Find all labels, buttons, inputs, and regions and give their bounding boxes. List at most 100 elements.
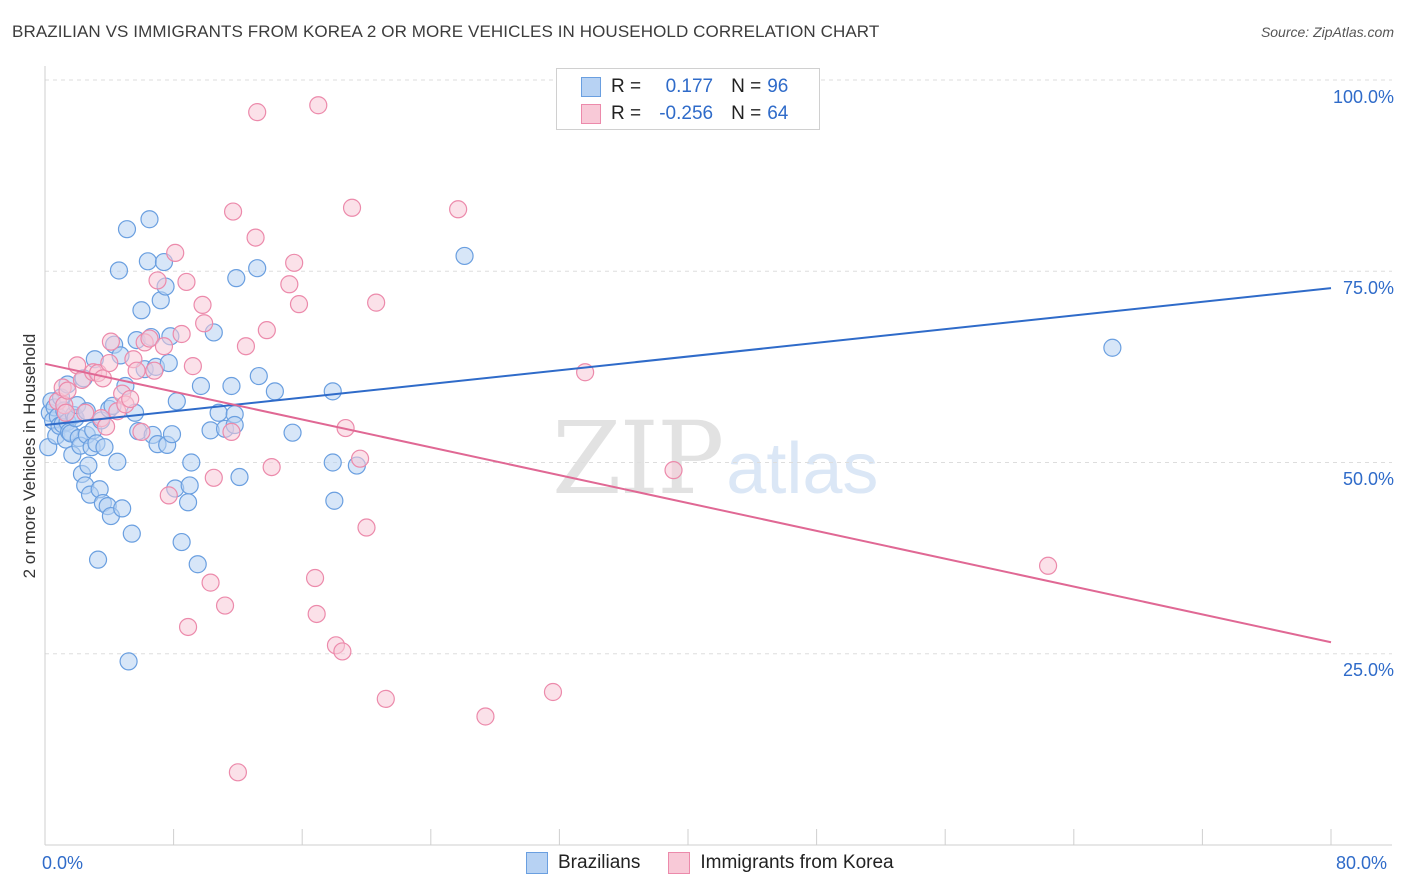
axis-layer <box>44 66 1392 846</box>
brazilians-point <box>455 246 474 266</box>
korea-point <box>246 228 265 247</box>
korea-point <box>376 689 395 708</box>
korea-point <box>172 324 191 344</box>
brazilians-trend-line <box>44 287 1332 427</box>
korea-point <box>236 337 256 356</box>
korea-point <box>257 321 276 340</box>
korea-point <box>148 271 167 290</box>
legend-item-brazilians[interactable]: Brazilians <box>526 852 640 874</box>
korea-point <box>178 617 198 637</box>
brazilians-point <box>188 555 207 574</box>
korea-points <box>48 96 1058 782</box>
brazilians-legend-swatch <box>526 852 548 874</box>
korea-point <box>145 361 164 380</box>
korea-point <box>262 457 281 477</box>
n-label: N = <box>731 103 762 124</box>
brazilians-point <box>79 456 98 475</box>
korea-point <box>309 96 328 115</box>
korea-point <box>154 337 174 356</box>
korea-point <box>307 604 326 624</box>
brazilians-point <box>88 550 108 569</box>
grid-layer <box>45 79 1392 655</box>
korea-n-value: 64 <box>767 103 789 124</box>
korea-swatch <box>581 104 601 124</box>
brazilians-point <box>222 376 241 396</box>
korea-r-value: -0.256 <box>659 103 714 124</box>
brazilians-point <box>191 376 211 396</box>
y-tick-label-25: 25.0% <box>1342 660 1394 680</box>
korea-point <box>449 200 468 219</box>
korea-point <box>476 707 495 726</box>
korea-point <box>215 596 235 615</box>
watermark-zip: ZIP <box>552 400 724 517</box>
korea-point <box>177 272 196 292</box>
korea-point <box>56 403 75 422</box>
brazilians-points <box>39 210 1122 671</box>
korea-point <box>58 381 77 400</box>
y-tick-label-75: 75.0% <box>1342 278 1394 298</box>
brazilians-point <box>172 532 191 552</box>
korea-point <box>201 573 220 592</box>
brazilians-point <box>159 353 178 373</box>
korea-point <box>342 198 362 217</box>
brazilians-r-value: 0.177 <box>665 76 714 97</box>
series-legend: Brazilians Immigrants from Korea <box>526 852 922 874</box>
source-note: Source: ZipAtlas.com <box>1260 24 1394 40</box>
x-tick-label-max: 80.0% <box>1336 853 1388 873</box>
brazilians-point <box>117 220 137 239</box>
brazilians-point <box>180 476 199 495</box>
korea-legend-swatch <box>668 852 691 874</box>
korea-point <box>289 295 309 314</box>
legend-item-korea[interactable]: Immigrants from Korea <box>668 852 894 874</box>
y-axis-label: 2 or more Vehicles in Household <box>20 333 39 579</box>
brazilians-point <box>249 366 268 386</box>
brazilians-point <box>182 453 201 472</box>
brazilians-point <box>162 425 182 444</box>
korea-point <box>76 403 95 422</box>
korea-point <box>357 518 376 537</box>
r-label: R = <box>611 103 642 124</box>
korea-point <box>159 486 178 505</box>
x-tick-label-min: 0.0% <box>42 853 84 873</box>
legend-row-korea: R = -0.256 N = 64 <box>581 102 788 126</box>
korea-point <box>140 329 159 348</box>
brazilians-n-value: 96 <box>767 76 789 97</box>
r-label: R = <box>611 76 642 97</box>
korea-point <box>195 314 214 333</box>
n-label: N = <box>731 76 762 97</box>
korea-point <box>248 103 267 122</box>
brazilians-swatch <box>581 77 601 97</box>
korea-point <box>228 763 247 782</box>
brazilians-point <box>325 491 344 510</box>
korea-point <box>132 422 151 441</box>
korea-point <box>100 353 119 373</box>
korea-point <box>333 642 352 661</box>
korea-point <box>1038 556 1058 575</box>
korea-point <box>285 253 304 272</box>
korea-point <box>350 449 370 468</box>
brazilians-legend-label: Brazilians <box>558 852 641 873</box>
y-tick-label-50: 50.0% <box>1342 469 1394 489</box>
korea-point <box>183 357 202 376</box>
brazilians-point <box>138 252 157 271</box>
chart-title: BRAZILIAN VS IMMIGRANTS FROM KOREA 2 OR … <box>12 22 880 41</box>
korea-point <box>223 202 243 221</box>
korea-point <box>166 243 185 262</box>
korea-point <box>204 468 223 487</box>
brazilians-point <box>227 269 246 288</box>
korea-point <box>222 422 241 441</box>
brazilians-point <box>283 423 302 442</box>
brazilians-point <box>108 452 127 471</box>
korea-point <box>543 682 563 702</box>
korea-point <box>96 417 116 436</box>
watermark-atlas: atlas <box>726 429 879 509</box>
brazilians-point <box>167 392 186 411</box>
brazilians-point <box>265 382 284 401</box>
korea-point <box>127 361 146 380</box>
korea-point <box>280 275 299 294</box>
korea-point <box>193 295 212 315</box>
brazilians-point <box>178 493 198 512</box>
legend-row-brazilians: R = 0.177 N = 96 <box>581 75 788 99</box>
korea-point <box>121 389 140 409</box>
